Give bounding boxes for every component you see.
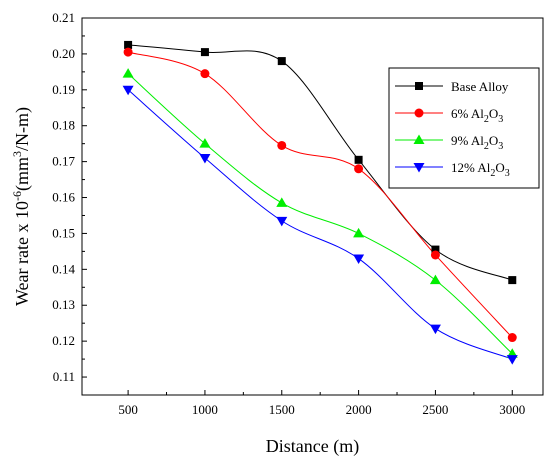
series-lines (127, 44, 513, 360)
data-point (123, 47, 133, 57)
data-point (353, 227, 365, 238)
y-axis: 0.11 0.12 0.13 0.14 0.15 0.16 0.17 0.18 0.19 0.20… (52, 10, 87, 396)
x-tick-label: 3000 (499, 402, 525, 417)
data-point (431, 245, 440, 254)
data-point (429, 274, 441, 285)
data-point (276, 197, 288, 207)
series-line-1 (127, 51, 513, 338)
data-point (354, 155, 363, 164)
data-point (199, 154, 211, 164)
data-point (200, 69, 210, 79)
y-tick-label: 0.11 (53, 369, 75, 384)
legend-label: 6% Al2O3 (451, 106, 503, 125)
x-tick-label: 2000 (346, 402, 372, 417)
series-line-3 (127, 89, 513, 360)
data-point (277, 57, 286, 66)
x-axis-title: Distance (m) (266, 436, 359, 457)
data-point (199, 138, 211, 148)
data-point (276, 216, 288, 227)
legend-marker (413, 134, 425, 144)
data-point (200, 48, 209, 57)
legend-box (388, 67, 540, 189)
x-tick-label: 1000 (192, 402, 218, 417)
legend: Base Alloy 6% Al2O3 9% Al2O3 12% Al2O3 (388, 67, 540, 189)
data-point (429, 324, 441, 335)
y-tick-label: 0.14 (52, 261, 75, 276)
y-tick-label: 0.19 (52, 82, 75, 97)
series-line-2 (127, 73, 513, 355)
x-axis: 500 1000 1500 2000 2500 3000 (118, 390, 525, 417)
x-tick-label: 500 (118, 402, 138, 417)
data-point (353, 254, 365, 265)
data-point (122, 85, 134, 96)
data-point (507, 333, 517, 343)
series-markers (122, 40, 518, 365)
y-tick-label: 0.21 (52, 10, 75, 25)
y-axis-title: Wear rate x 10-6(mm3/N-m) (10, 107, 33, 306)
x-tick-label: 1500 (269, 402, 295, 417)
data-point (506, 355, 518, 365)
y-tick-label: 0.20 (52, 46, 75, 61)
data-point (508, 276, 517, 285)
data-point (354, 164, 364, 174)
x-tick-label: 2500 (422, 402, 448, 417)
data-point (124, 40, 133, 49)
data-point (277, 140, 287, 150)
y-tick-label: 0.16 (52, 190, 75, 205)
legend-label: Base Alloy (451, 79, 509, 94)
y-tick-label: 0.15 (52, 225, 75, 240)
data-point (430, 250, 440, 260)
legend-marker (415, 82, 423, 90)
legend-marker (414, 108, 424, 118)
legend-marker (413, 163, 425, 173)
y-tick-label: 0.12 (52, 333, 75, 348)
data-point (122, 68, 134, 78)
y-tick-label: 0.18 (52, 118, 75, 133)
y-tick-label: 0.17 (52, 154, 75, 169)
legend-label: 12% Al2O3 (451, 160, 510, 179)
plot-frame (81, 17, 544, 396)
y-tick-label: 0.13 (52, 297, 75, 312)
legend-label: 9% Al2O3 (451, 133, 503, 152)
